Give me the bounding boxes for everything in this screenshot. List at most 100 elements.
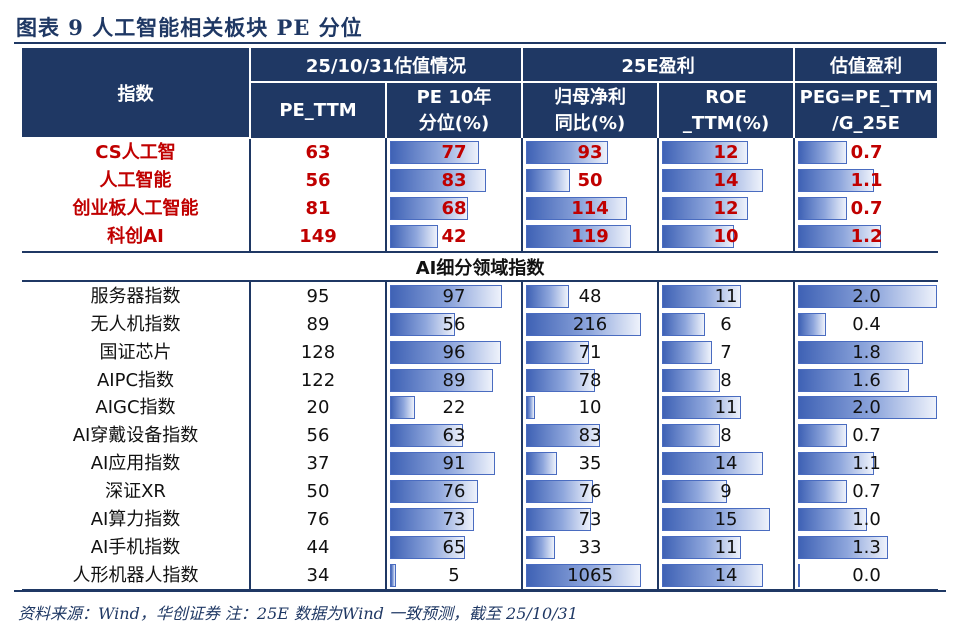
peg-value-cell: 1.2: [793, 222, 939, 253]
data-bar: [662, 284, 742, 308]
roe-value: 12: [713, 141, 739, 163]
pe-percentile-value-cell: 76: [384, 477, 523, 506]
index-name: 国证芯片: [99, 341, 172, 363]
profit-yoy-value: 78: [578, 369, 602, 391]
pe-ttm-value-cell: 37: [249, 449, 386, 478]
index-name-cell: AI穿戴设备指数: [22, 422, 250, 450]
data-bar: [662, 508, 771, 532]
roe-value-cell: 11: [657, 281, 795, 311]
peg-value-cell: 0.7: [793, 421, 939, 450]
roe-value: 14: [714, 453, 738, 475]
data-bar: [662, 480, 727, 504]
peg-value-cell: 1.0: [793, 505, 939, 534]
pe-ttm-value: 149: [299, 226, 337, 248]
pe-ttm-value-cell: 122: [249, 366, 386, 395]
table-row: AI算力指数 76 73 73 15 1.0: [22, 505, 939, 534]
pe-percentile-value-cell: 22: [384, 394, 523, 422]
pe-percentile-table: 指数 25/10/31估值情况 25E盈利 估值盈利 PE_TTM PE 10年…: [22, 48, 940, 592]
profit-yoy-value: 114: [571, 198, 609, 220]
peg-value: 1.3: [852, 536, 881, 558]
section-subheader-row: AI细分领域指数: [22, 250, 939, 283]
data-bar: [798, 340, 923, 364]
index-name: 人形机器人指数: [72, 564, 199, 586]
peg-value-cell: 1.8: [793, 338, 939, 367]
table-row: 人工智能 56 83 50 14 1.1: [22, 166, 939, 195]
data-bar: [662, 312, 706, 336]
peg-value-cell: 1.6: [793, 366, 939, 395]
roe-value: 8: [720, 425, 732, 447]
pe-percentile-value-cell: 83: [384, 166, 523, 195]
data-bar: [526, 535, 556, 559]
peg-value: 0.4: [852, 313, 881, 335]
data-bar: [390, 424, 463, 448]
data-bar: [662, 197, 749, 221]
peg-value: 2.0: [852, 285, 881, 307]
data-bar: [662, 452, 763, 476]
pe-ttm-value: 128: [300, 341, 336, 363]
profit-yoy-value-cell: 114: [521, 194, 659, 223]
index-name-cell: 人形机器人指数: [22, 561, 250, 592]
roe-value: 12: [713, 198, 739, 220]
profit-yoy-value-cell: 10: [521, 394, 659, 422]
index-name: AI算力指数: [90, 509, 181, 531]
pe-percentile-value: 73: [442, 509, 466, 531]
index-name: 服务器指数: [90, 285, 181, 307]
data-bar: [526, 396, 535, 420]
pe-percentile-value: 83: [441, 170, 467, 192]
data-bar: [662, 225, 735, 249]
pe-percentile-value-cell: 73: [384, 505, 523, 534]
profit-yoy-value-cell: 1065: [521, 561, 659, 592]
index-name-cell: 无人机指数: [22, 310, 250, 338]
peg-value: 0.7: [852, 481, 881, 503]
pe-ttm-value-cell: 56: [249, 166, 386, 195]
pe-ttm-value: 20: [306, 397, 330, 419]
table-row: 深证XR 50 76 76 9 0.7: [22, 477, 939, 506]
pe-percentile-value: 22: [442, 397, 466, 419]
table-row: AI手机指数 44 65 33 11 1.3: [22, 533, 939, 562]
roe-value: 11: [714, 536, 738, 558]
footer: 资料来源：Wind，华创证券 注：25E 数据为Wind 一致预测，截至 25/…: [14, 590, 946, 632]
profit-yoy-value-cell: 78: [521, 366, 659, 395]
peg-value-cell: 1.3: [793, 533, 939, 562]
data-bar: [526, 312, 642, 336]
profit-yoy-value-cell: 216: [521, 310, 659, 339]
profit-yoy-value-cell: 48: [521, 281, 659, 311]
profit-yoy-value: 216: [572, 313, 608, 335]
index-name: 深证XR: [105, 481, 166, 503]
profit-yoy-value-cell: 35: [521, 449, 659, 478]
data-bar: [662, 396, 742, 420]
data-bar: [526, 197, 628, 221]
roe-value: 14: [714, 564, 738, 586]
roe-value: 11: [714, 397, 738, 419]
profit-yoy-value: 50: [577, 170, 603, 192]
pe-percentile-value: 89: [442, 369, 466, 391]
data-bar: [798, 452, 875, 476]
data-bar: [526, 368, 596, 392]
peg-value-cell: 2.0: [793, 394, 939, 422]
index-name: AI穿戴设备指数: [72, 425, 199, 447]
data-bar: [390, 535, 465, 559]
header-group-profit: 25E盈利: [521, 48, 796, 83]
profit-yoy-value-cell: 119: [521, 222, 659, 253]
pe-percentile-value: 42: [441, 226, 467, 248]
pe-percentile-value: 56: [442, 313, 466, 335]
table-row: AI穿戴设备指数 56 63 83 8 0.7: [22, 421, 939, 450]
peg-value: 1.2: [850, 226, 883, 248]
peg-value: 1.1: [852, 453, 881, 475]
table-row: 国证芯片 128 96 71 7 1.8: [22, 338, 939, 367]
data-bar: [798, 197, 847, 221]
data-bar: [526, 508, 591, 532]
index-name: 无人机指数: [90, 313, 181, 335]
index-name-cell: AIGC指数: [22, 394, 250, 422]
table-row: AIPC指数 122 89 78 8 1.6: [22, 366, 939, 395]
header-pe-ttm: PE_TTM: [249, 82, 387, 138]
index-name-cell: 创业板人工智能: [22, 195, 250, 223]
data-bar: [662, 424, 720, 448]
pe-percentile-value: 76: [442, 481, 466, 503]
data-bar: [798, 368, 909, 392]
index-name: AI应用指数: [90, 453, 181, 475]
roe-value-cell: 11: [657, 533, 795, 562]
data-bar: [798, 563, 801, 587]
peg-value: 1.8: [852, 341, 881, 363]
data-bar: [662, 169, 763, 193]
